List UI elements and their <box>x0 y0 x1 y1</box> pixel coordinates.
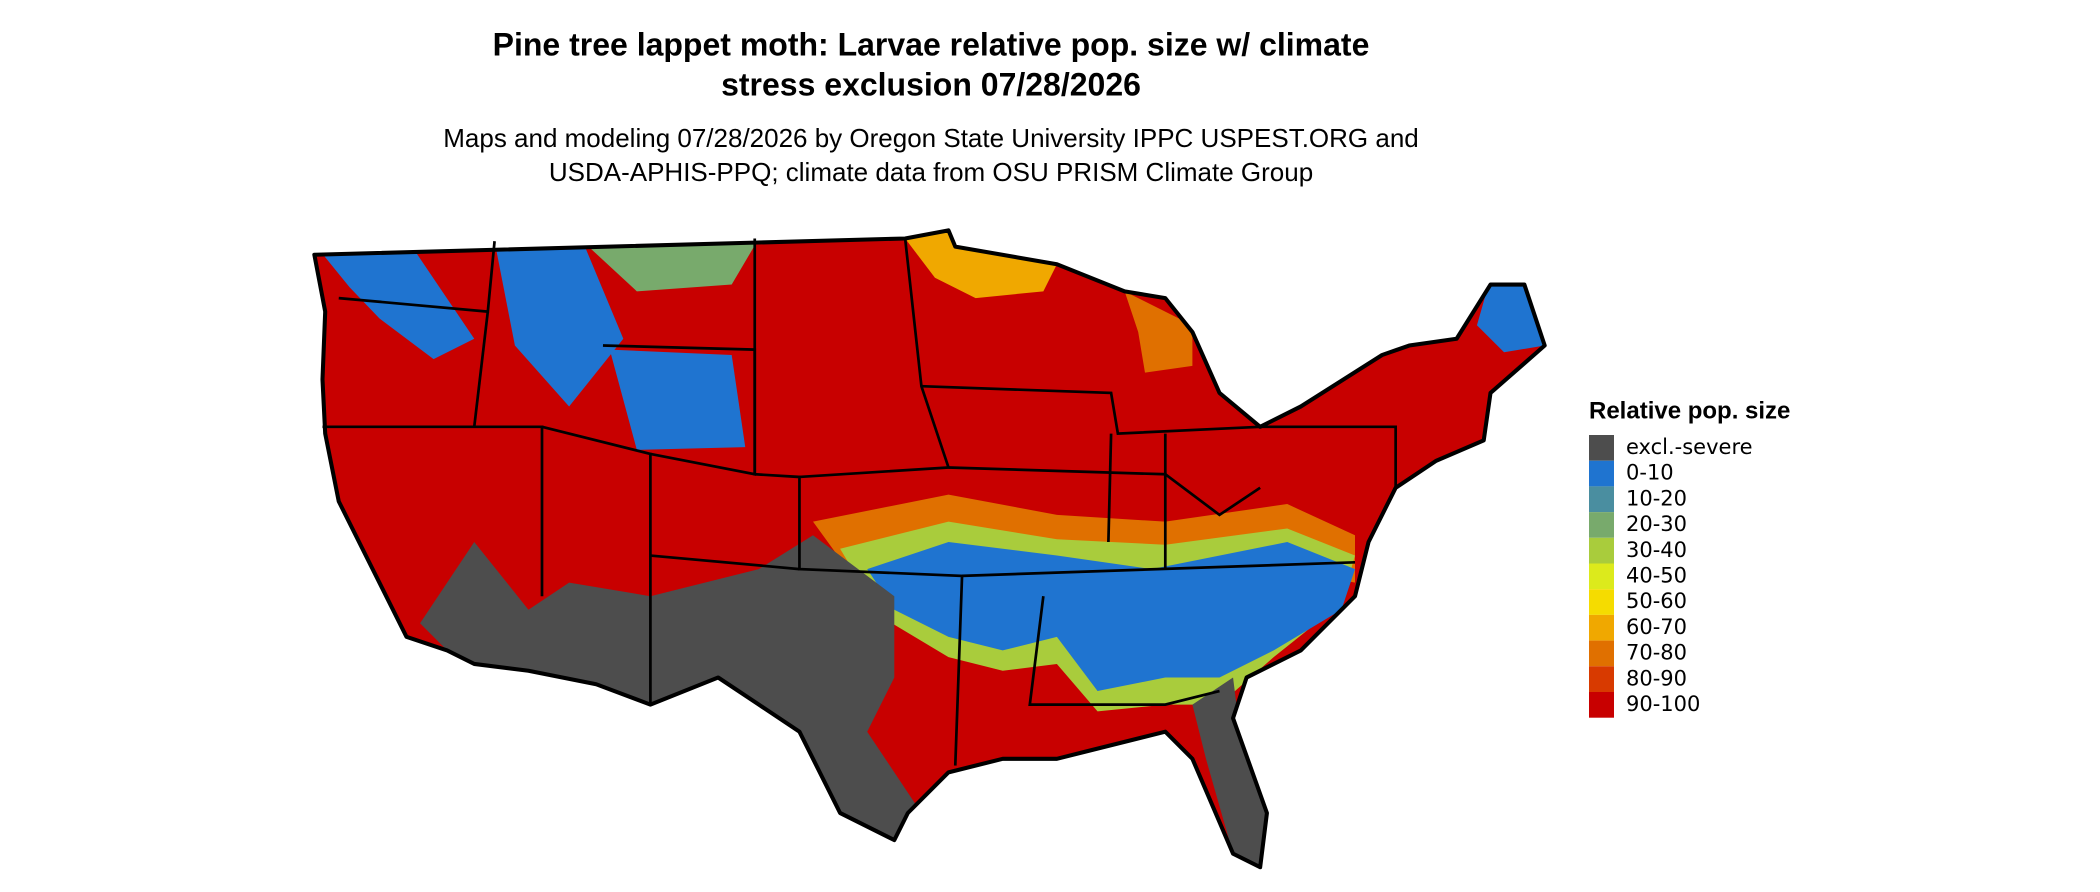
region <box>494 241 624 407</box>
legend-swatch <box>1589 537 1614 564</box>
subtitle: Maps and modeling 07/28/2026 by Oregon S… <box>443 123 1419 153</box>
title: Pine tree lappet moth: Larvae relative p… <box>493 26 1370 62</box>
legend-label: 50-60 <box>1626 589 1687 613</box>
subtitle: USDA-APHIS-PPQ; climate data from OSU PR… <box>549 157 1313 187</box>
region <box>314 238 475 360</box>
legend-swatch <box>1589 460 1614 487</box>
region <box>420 535 922 841</box>
legend-label: 90-100 <box>1626 692 1700 716</box>
state-borders <box>322 238 1398 766</box>
country-border <box>312 228 1547 870</box>
title: stress exclusion 07/28/2026 <box>721 66 1141 102</box>
legend-label: excl.-severe <box>1626 435 1753 459</box>
legend-label: 30-40 <box>1626 538 1687 562</box>
region <box>582 238 759 292</box>
legend-swatch <box>1589 486 1614 513</box>
legend-label: 60-70 <box>1626 615 1687 639</box>
legend-swatch <box>1589 589 1614 615</box>
legend-swatch <box>1589 512 1614 538</box>
legend-title: Relative pop. size <box>1589 397 1790 424</box>
legend-swatch <box>1589 666 1614 692</box>
region <box>609 349 746 450</box>
region <box>867 542 1355 692</box>
legend-label: 10-20 <box>1626 486 1687 510</box>
legend-swatch <box>1589 614 1614 641</box>
region <box>1192 677 1267 868</box>
legend-swatch <box>1589 692 1614 718</box>
legend-swatch <box>1589 563 1614 590</box>
legend-label: 70-80 <box>1626 641 1687 665</box>
legend-label: 20-30 <box>1626 512 1687 536</box>
legend-swatch <box>1589 640 1614 667</box>
map <box>312 228 1547 870</box>
legend-label: 0-10 <box>1626 461 1674 485</box>
legend-label: 80-90 <box>1626 666 1687 690</box>
region <box>1124 291 1193 373</box>
legend-swatch <box>1589 435 1614 461</box>
legend-label: 40-50 <box>1626 564 1687 588</box>
region <box>905 230 1057 299</box>
legend: excl.-severe0-1010-2020-3030-4040-5050-6… <box>1589 435 1753 718</box>
